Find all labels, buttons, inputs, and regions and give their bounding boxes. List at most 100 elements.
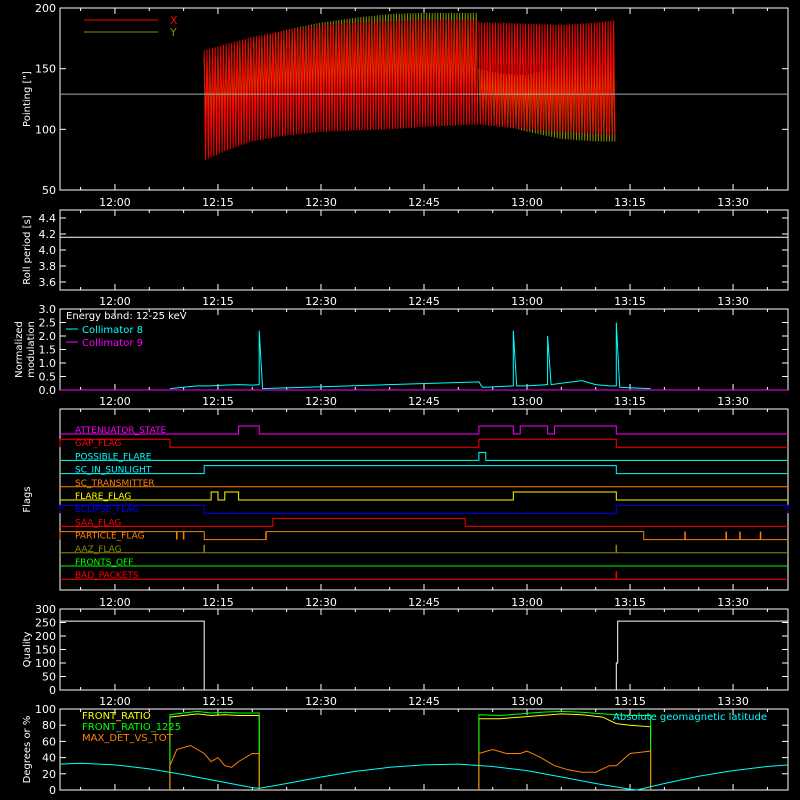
degrees-series-absolute-geomagnetic-latitude bbox=[59, 762, 789, 791]
legend-label-y: Y bbox=[169, 26, 177, 39]
panel-3-x-tick-label: 12:45 bbox=[408, 596, 440, 609]
quality-line bbox=[60, 620, 788, 691]
panel-2-y-tick-label: 3.0 bbox=[39, 303, 57, 316]
flag-label-eclipse-flag: ECLIPSE_FLAG bbox=[75, 505, 139, 515]
panel-4-x-tick-label: 12:45 bbox=[408, 695, 440, 708]
flag-label-fronts-off: FRONTS_OFF bbox=[75, 558, 133, 568]
panel-0-x-tick-label: 12:00 bbox=[99, 196, 131, 209]
panel-3-y-label: Flags bbox=[22, 486, 33, 512]
flag-label-saa-flag: SAA_FLAG bbox=[75, 518, 121, 528]
flag-trace-flare-flag bbox=[60, 491, 788, 501]
panel-2-y-tick-label: 1.5 bbox=[39, 344, 57, 357]
modulation-series-collimator-8 bbox=[169, 322, 651, 390]
panel-0-y-tick-label: 150 bbox=[35, 63, 56, 76]
flag-label-sc-transmitter: SC_TRANSMITTER bbox=[75, 479, 155, 489]
flag-label-bad-packets: BAD_PACKETS bbox=[75, 571, 139, 581]
panel-2-x-tick-label: 12:15 bbox=[202, 395, 234, 408]
panel-4-x-tick-label: 13:00 bbox=[511, 695, 543, 708]
panel-2-y-label: modulation bbox=[26, 321, 37, 378]
panel-4-x-tick-label: 12:15 bbox=[202, 695, 234, 708]
panel-1-y-tick-label: 4.4 bbox=[39, 212, 57, 225]
panel-4-y-tick-label: 300 bbox=[35, 603, 56, 616]
flag-label-sc-in-sunlight: SC_IN_SUNLIGHT bbox=[75, 466, 152, 476]
panel-0-y-tick-label: 100 bbox=[35, 123, 56, 136]
panel-1-x-tick-label: 12:15 bbox=[202, 295, 234, 308]
degrees-series-max-det-vs-tot bbox=[169, 744, 260, 790]
panel-4-x-tick-label: 12:00 bbox=[99, 695, 131, 708]
flag-label-possible-flare: POSSIBLE_FLARE bbox=[75, 452, 152, 462]
panel-2-x-tick-label: 13:15 bbox=[614, 395, 646, 408]
panel-2-y-tick-label: 1.0 bbox=[39, 357, 57, 370]
panel-4-y-tick-label: 200 bbox=[35, 630, 56, 643]
panel-5-y-tick-label: 0 bbox=[49, 784, 56, 797]
flag-trace-eclipse-flag bbox=[59, 504, 789, 514]
panel-0-y-tick-label: 200 bbox=[35, 2, 56, 15]
panel-3-x-tick-label: 12:30 bbox=[305, 596, 337, 609]
panel-1-y-tick-label: 3.6 bbox=[39, 276, 57, 289]
degrees-legend-label-front-ratio: FRONT_RATIO bbox=[82, 711, 151, 722]
pointing-series-x-segment bbox=[478, 20, 616, 136]
panel-4-y-tick-label: 150 bbox=[35, 644, 56, 657]
panel-4-y-label: Quality bbox=[22, 632, 33, 668]
flag-trace-attenuator-state bbox=[60, 425, 788, 435]
panel-0-x-tick-label: 13:15 bbox=[614, 196, 646, 209]
flag-label-gap-flag: GAP_FLAG bbox=[75, 439, 121, 449]
degrees-series-front-ratio bbox=[478, 713, 652, 790]
panel-0-x-tick-label: 13:00 bbox=[511, 196, 543, 209]
panel-5-y-tick-label: 20 bbox=[42, 768, 56, 781]
degrees-series-max-det-vs-tot bbox=[478, 748, 652, 790]
panel-4-y-tick-label: 250 bbox=[35, 617, 56, 630]
panel-3-x-tick-label: 13:00 bbox=[511, 596, 543, 609]
panel-1-x-tick-label: 12:00 bbox=[99, 295, 131, 308]
panel-5-y-label: Degrees or % bbox=[22, 716, 33, 784]
flag-label-flare-flag: FLARE_FLAG bbox=[75, 492, 131, 502]
panel-4-x-tick-label: 13:30 bbox=[717, 695, 749, 708]
degrees-series-front-ratio-1225 bbox=[169, 710, 260, 790]
degrees-annotation: Absolute geomagnetic latitude bbox=[613, 712, 767, 723]
panel-5-y-tick-label: 40 bbox=[42, 752, 56, 765]
panel-2-y-tick-label: 2.5 bbox=[39, 317, 57, 330]
panel-1-y-tick-label: 4.0 bbox=[39, 244, 57, 257]
panel-2-x-tick-label: 13:30 bbox=[717, 395, 749, 408]
modulation-legend-label-collimator-8: Collimator 8 bbox=[82, 325, 143, 336]
flag-label-particle-flag: PARTICLE_FLAG bbox=[75, 532, 145, 542]
panel-3-x-tick-label: 12:15 bbox=[202, 596, 234, 609]
panel-1-y-tick-label: 4.2 bbox=[39, 228, 57, 241]
panel-5-y-tick-label: 100 bbox=[35, 703, 56, 716]
flag-trace-saa-flag bbox=[60, 517, 788, 527]
flag-trace-possible-flare bbox=[60, 451, 788, 461]
degrees-legend-label-front-ratio-1225: FRONT_RATIO_1225 bbox=[82, 722, 181, 733]
panel-4-y-tick-label: 100 bbox=[35, 657, 56, 670]
flag-label-aaz-flag: AAZ_FLAG bbox=[75, 545, 122, 555]
degrees-legend-label-max-det-vs-tot: MAX_DET_VS_TOT bbox=[82, 733, 174, 744]
panel-2-y-label: Normalized bbox=[14, 321, 25, 378]
degrees-series-front-ratio bbox=[169, 713, 260, 790]
panel-5-y-tick-label: 60 bbox=[42, 735, 56, 748]
modulation-legend-label-collimator-9: Collimator 9 bbox=[82, 338, 143, 349]
panel-2-y-tick-label: 0.5 bbox=[39, 371, 57, 384]
panel-5-y-tick-label: 80 bbox=[42, 719, 56, 732]
panel-4-y-tick-label: 50 bbox=[42, 671, 56, 684]
panel-0-x-tick-label: 12:45 bbox=[408, 196, 440, 209]
flag-trace-gap-flag bbox=[59, 438, 788, 448]
panel-1-y-tick-label: 3.8 bbox=[39, 260, 57, 273]
panel-0-y-label: Pointing ["] bbox=[22, 71, 33, 127]
panel-3-x-tick-label: 13:15 bbox=[614, 596, 646, 609]
panel-2-y-tick-label: 2.0 bbox=[39, 330, 57, 343]
panel-2-x-tick-label: 12:30 bbox=[305, 395, 337, 408]
panel-3-x-tick-label: 12:00 bbox=[99, 596, 131, 609]
degrees-series-front-ratio-1225 bbox=[478, 710, 652, 790]
panel-2-x-tick-label: 12:45 bbox=[408, 395, 440, 408]
panel-2-x-tick-label: 13:00 bbox=[511, 395, 543, 408]
panel-0-y-tick-label: 50 bbox=[42, 184, 56, 197]
panel-2-x-tick-label: 12:00 bbox=[99, 395, 131, 408]
panel-4-x-tick-label: 13:15 bbox=[614, 695, 646, 708]
modulation-energy-band-annotation: Energy band: 12-25 keV bbox=[66, 311, 187, 322]
panel-0-x-tick-label: 12:15 bbox=[202, 196, 234, 209]
panel-0-x-tick-label: 12:30 bbox=[305, 196, 337, 209]
panel-1-x-tick-label: 13:15 bbox=[614, 295, 646, 308]
panel-1-x-tick-label: 12:45 bbox=[408, 295, 440, 308]
panel-4-x-tick-label: 12:30 bbox=[305, 695, 337, 708]
panel-4-y-tick-label: 0 bbox=[49, 684, 56, 697]
panel-1-x-tick-label: 13:00 bbox=[511, 295, 543, 308]
